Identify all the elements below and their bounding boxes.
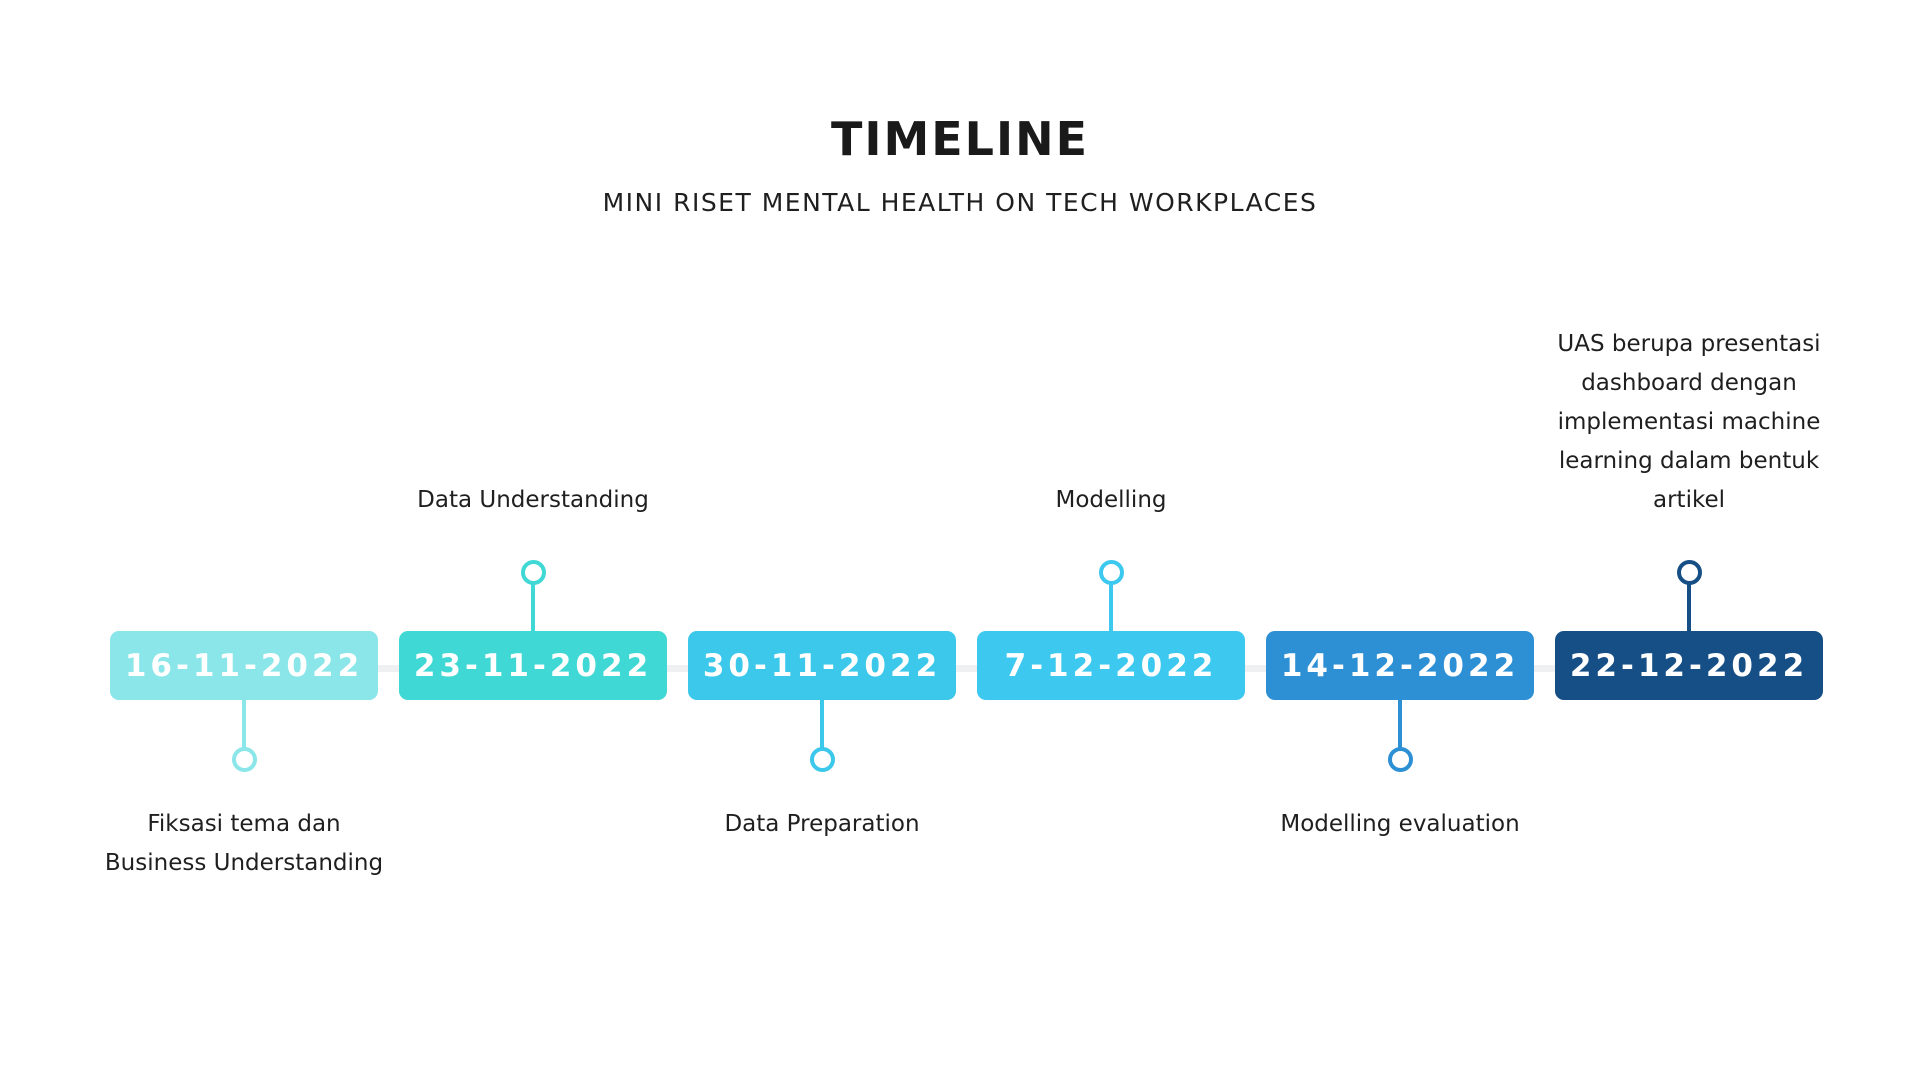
milestone-label: Data Understanding	[417, 487, 649, 513]
milestone-connector	[820, 700, 824, 748]
milestone-marker-icon	[231, 746, 257, 772]
milestone-date: 7-12-2022	[977, 631, 1245, 700]
milestone-marker-icon	[1387, 746, 1413, 772]
milestone-date: 14-12-2022	[1266, 631, 1534, 700]
timeline-track	[110, 665, 1810, 672]
milestone-marker-icon	[520, 559, 546, 585]
milestone-date: 23-11-2022	[399, 631, 667, 700]
milestone-connector	[242, 700, 246, 748]
milestone-label: Modelling evaluation	[1280, 811, 1520, 837]
milestone-label: Fiksasi tema dan Business Understanding	[104, 811, 384, 876]
milestone-date: 30-11-2022	[688, 631, 956, 700]
milestone-label: Data Preparation	[724, 811, 920, 837]
milestone-marker-icon	[1676, 559, 1702, 585]
milestone-label: Modelling	[1055, 487, 1167, 513]
milestone-connector	[1398, 700, 1402, 748]
milestone-connector	[1109, 582, 1113, 631]
milestone-connector	[1687, 582, 1691, 631]
page-subtitle: MINI RISET MENTAL HEALTH ON TECH WORKPLA…	[602, 188, 1318, 217]
milestone-marker-icon	[1098, 559, 1124, 585]
milestone-connector	[531, 582, 535, 631]
milestone-marker-icon	[809, 746, 835, 772]
page-title: TIMELINE	[830, 112, 1090, 166]
milestone-date: 22-12-2022	[1555, 631, 1823, 700]
milestone-date: 16-11-2022	[110, 631, 378, 700]
milestone-label: UAS berupa presentasi dashboard dengan i…	[1557, 331, 1821, 513]
